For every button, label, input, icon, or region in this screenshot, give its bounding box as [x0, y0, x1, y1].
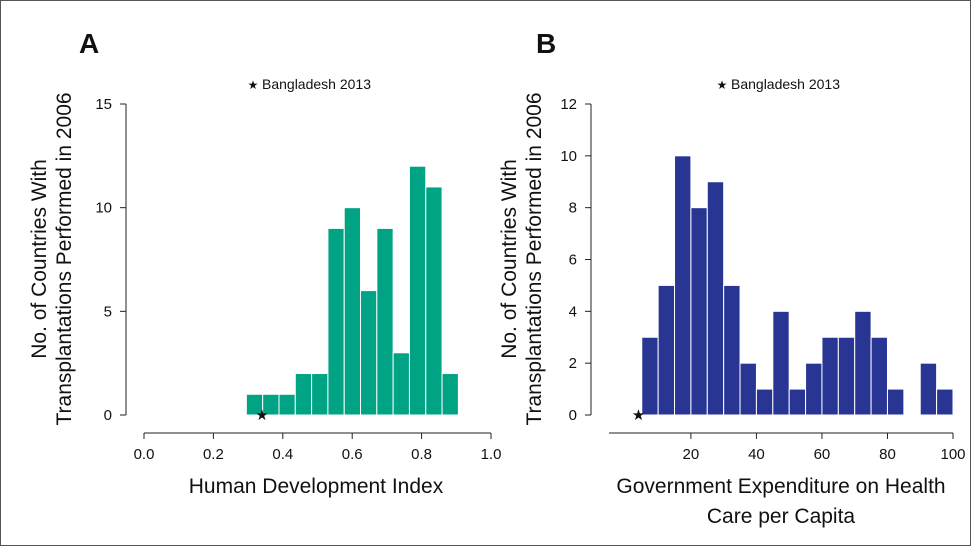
y-axis-label: No. of Countries With [28, 159, 51, 359]
x-tick-label: 1.0 [481, 446, 502, 463]
x-tick-label: 40 [748, 446, 765, 463]
bar [690, 207, 708, 416]
y-tick-label: 12 [560, 96, 577, 113]
y-tick-label: 0 [569, 407, 577, 424]
x-axis-label: Government Expenditure on Health [616, 475, 945, 498]
bar [854, 310, 872, 416]
bar [294, 373, 313, 416]
bar [706, 181, 725, 416]
x-tick-label: 80 [879, 446, 896, 463]
x-tick-label: 0.6 [342, 446, 363, 463]
x-tick-label: 20 [683, 446, 700, 463]
x-axis-label: Care per Capita [707, 505, 856, 528]
x-tick-label: 0.8 [411, 446, 432, 463]
bar [886, 388, 905, 416]
y-tick-label: 15 [95, 96, 112, 113]
bar [788, 388, 807, 416]
legend-star: ★ [717, 78, 728, 92]
y-tick-label: 5 [104, 303, 112, 320]
bar [772, 310, 790, 416]
panel-label: B [536, 28, 556, 59]
bar [360, 290, 378, 416]
y-tick-label: 10 [95, 200, 112, 217]
x-tick-label: 60 [814, 446, 831, 463]
bar [821, 336, 839, 416]
legend-label: Bangladesh 2013 [731, 76, 840, 92]
x-axis-label: Human Development Index [189, 475, 444, 498]
bar [723, 284, 741, 416]
y-tick-label: 8 [569, 200, 577, 217]
marker-star: ★ [632, 407, 645, 424]
y-tick-label: 0 [104, 407, 112, 424]
bar [870, 336, 888, 416]
legend-label: Bangladesh 2013 [262, 76, 371, 92]
bar [837, 336, 856, 416]
y-tick-label: 10 [560, 148, 577, 165]
y-tick-label: 4 [569, 303, 577, 320]
y-tick-label: 2 [569, 355, 577, 372]
bar [376, 227, 394, 416]
panel-label: A [79, 28, 99, 59]
marker-star: ★ [255, 407, 268, 424]
bar [641, 336, 659, 416]
bar [674, 155, 692, 416]
bar [327, 227, 345, 416]
x-tick-label: 0.0 [134, 446, 155, 463]
x-tick-label: 100 [940, 446, 965, 463]
bar [392, 352, 410, 416]
x-tick-label: 0.4 [272, 446, 293, 463]
bar [755, 388, 774, 416]
bar [441, 373, 459, 416]
bar [311, 373, 329, 416]
bar [936, 388, 954, 416]
x-tick-label: 0.2 [203, 446, 224, 463]
bar [425, 186, 443, 416]
bar [343, 207, 362, 416]
bar [278, 393, 296, 416]
y-axis-label: Transplantations Performed in 2006 [523, 92, 546, 425]
y-axis-label: Transplantations Performed in 2006 [53, 92, 76, 425]
bar [919, 362, 938, 416]
y-axis-label: No. of Countries With [498, 159, 521, 359]
legend-star: ★ [248, 78, 259, 92]
bar [805, 362, 823, 416]
y-tick-label: 6 [569, 252, 577, 269]
bar [739, 362, 757, 416]
bar [408, 165, 427, 416]
bar [657, 284, 676, 416]
